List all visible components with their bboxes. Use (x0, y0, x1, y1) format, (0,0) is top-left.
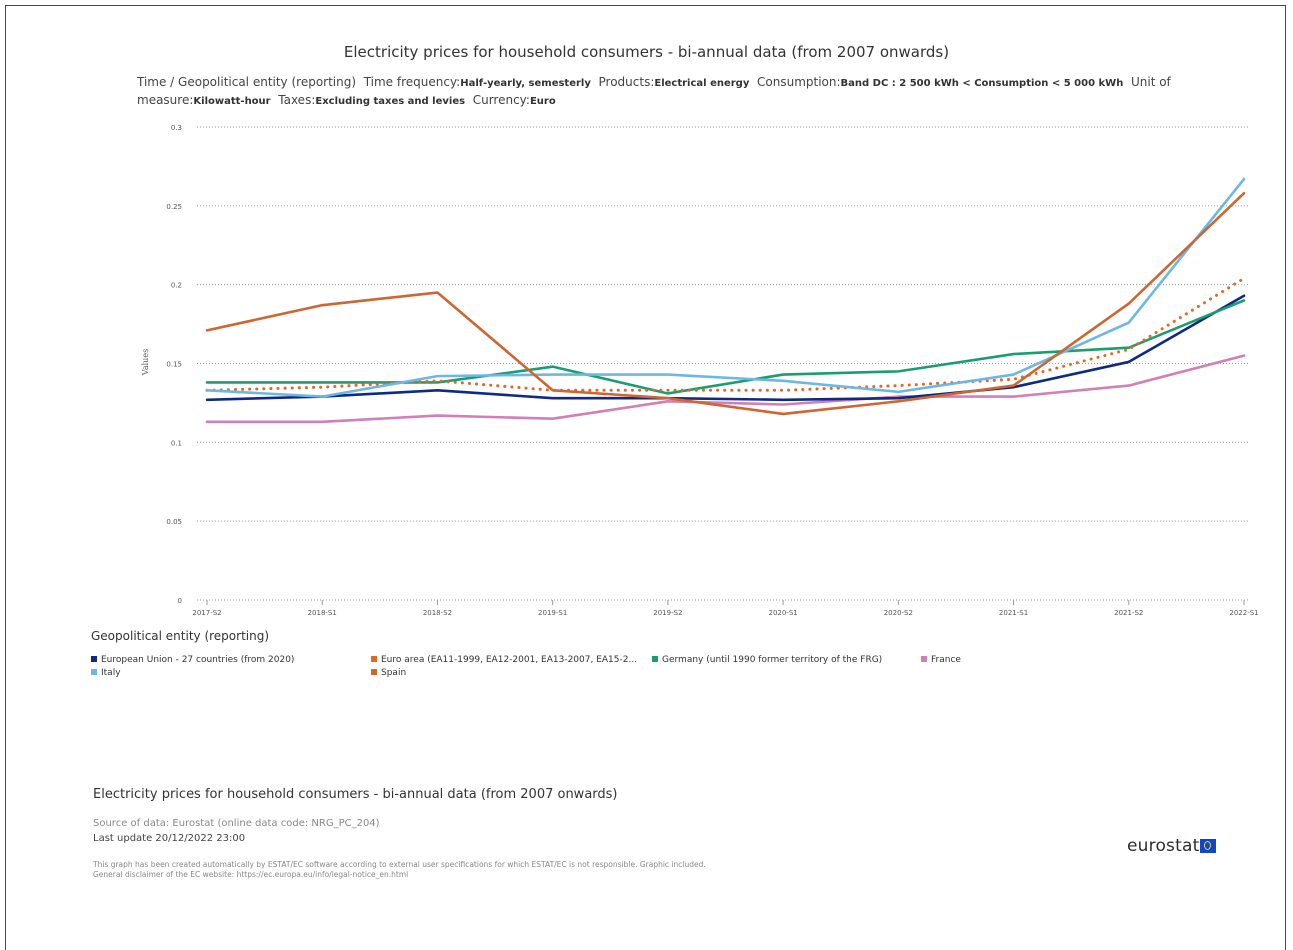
chart-subtitle: Time / Geopolitical entity (reporting) T… (137, 74, 1217, 110)
y-tick-label: 0.25 (166, 203, 182, 211)
filter-key: Consumption: (757, 75, 841, 89)
disclaimer: This graph has been created automaticall… (93, 860, 706, 880)
filter-key: Products: (598, 75, 655, 89)
series-line (205, 191, 1246, 416)
y-tick-label: 0.3 (171, 124, 182, 132)
legend-label: European Union - 27 countries (from 2020… (101, 655, 295, 665)
dimension-label: Time / Geopolitical entity (reporting) (137, 75, 357, 89)
eurostat-logo: eurostat (1127, 836, 1217, 856)
filter-value: Electrical energy (654, 78, 750, 89)
series-lines (205, 177, 1246, 424)
series-line (205, 299, 1246, 395)
x-tick-label: 2017-S2 (192, 609, 221, 617)
legend-item[interactable]: Germany (until 1990 former territory of … (652, 655, 882, 665)
last-update: Last update 20/12/2022 23:00 (93, 833, 246, 844)
disclaimer-line: General disclaimer of the EC website: ht… (93, 870, 409, 879)
series-line (205, 354, 1246, 424)
x-tick-label: 2021-S2 (1114, 609, 1143, 617)
legend-label: Spain (381, 668, 407, 678)
x-tick-label: 2020-S1 (768, 609, 797, 617)
legend-swatch (652, 656, 658, 662)
legend-label: Italy (101, 668, 121, 678)
filter-value: Half-yearly, semesterly (460, 78, 591, 89)
x-tick-label: 2019-S1 (538, 609, 567, 617)
legend-swatch (371, 669, 377, 675)
series-line (205, 177, 1246, 398)
legend-label: Germany (until 1990 former territory of … (662, 655, 883, 665)
y-tick-label: 0.05 (166, 518, 182, 526)
x-tick-label: 2019-S2 (653, 609, 682, 617)
chart-title: Electricity prices for household consume… (343, 43, 950, 61)
eu-flag-icon (1200, 839, 1217, 853)
filter-key: Currency: (472, 93, 530, 107)
y-tick-label: 0.1 (171, 439, 182, 447)
legend-title: Geopolitical entity (reporting) (91, 629, 270, 643)
y-tick-label: 0.15 (166, 361, 182, 369)
legend-swatch (371, 656, 377, 662)
grid-lines (197, 126, 1250, 601)
data-source: Source of data: Eurostat (online data co… (93, 818, 380, 829)
filter-key: Taxes: (278, 93, 316, 107)
x-tick-label: 2018-S2 (423, 609, 452, 617)
legend-item[interactable]: Euro area (EA11-1999, EA12-2001, EA13-20… (371, 655, 637, 665)
chart-frame (5, 5, 1286, 950)
x-tick-label: 2020-S2 (884, 609, 913, 617)
legend-swatch (91, 656, 97, 662)
legend-swatch (91, 669, 97, 675)
legend-item[interactable]: European Union - 27 countries (from 2020… (91, 655, 294, 665)
y-axis-ticks: 0 0.05 0.1 0.15 0.2 0.25 0.3 (166, 124, 182, 605)
series-line (205, 276, 1246, 392)
x-tick-label: 2021-S1 (999, 609, 1028, 617)
y-tick-label: 0 (178, 597, 182, 605)
logo-text: eurostat (1127, 836, 1200, 856)
legend-item[interactable]: Italy (91, 668, 121, 678)
filter-value: Euro (529, 96, 556, 107)
filter-value: Band DC : 2 500 kWh < Consumption < 5 00… (840, 78, 1124, 89)
legend-item[interactable]: Spain (371, 668, 406, 678)
x-tick-label: 2022-S1 (1229, 609, 1258, 617)
x-axis-ticks: 2017-S2 2018-S1 2018-S2 2019-S1 2019-S2 2020-… (192, 600, 1259, 617)
filter-key: Unit of measure: (137, 75, 1171, 107)
filter-value: Kilowatt-hour (193, 96, 271, 107)
x-tick-label: 2018-S1 (308, 609, 337, 617)
disclaimer-line: This graph has been created automaticall… (93, 860, 706, 869)
filter-key: Time frequency: (363, 75, 461, 89)
legend-item[interactable]: France (921, 655, 961, 665)
y-tick-label: 0.2 (171, 282, 182, 290)
y-axis-label: Values (141, 349, 150, 376)
line-chart: 00.050.10.150.20.250.3 2017-S2 2018-S1 201… (141, 124, 1259, 617)
legend-swatch (921, 656, 927, 662)
legend-label: France (931, 655, 961, 665)
legend-label: Euro area (EA11-1999, EA12-2001, EA13-20… (381, 655, 638, 665)
footer-title: Electricity prices for household consume… (93, 787, 618, 802)
series-line (205, 294, 1246, 402)
filter-value: Excluding taxes and levies (315, 96, 466, 107)
